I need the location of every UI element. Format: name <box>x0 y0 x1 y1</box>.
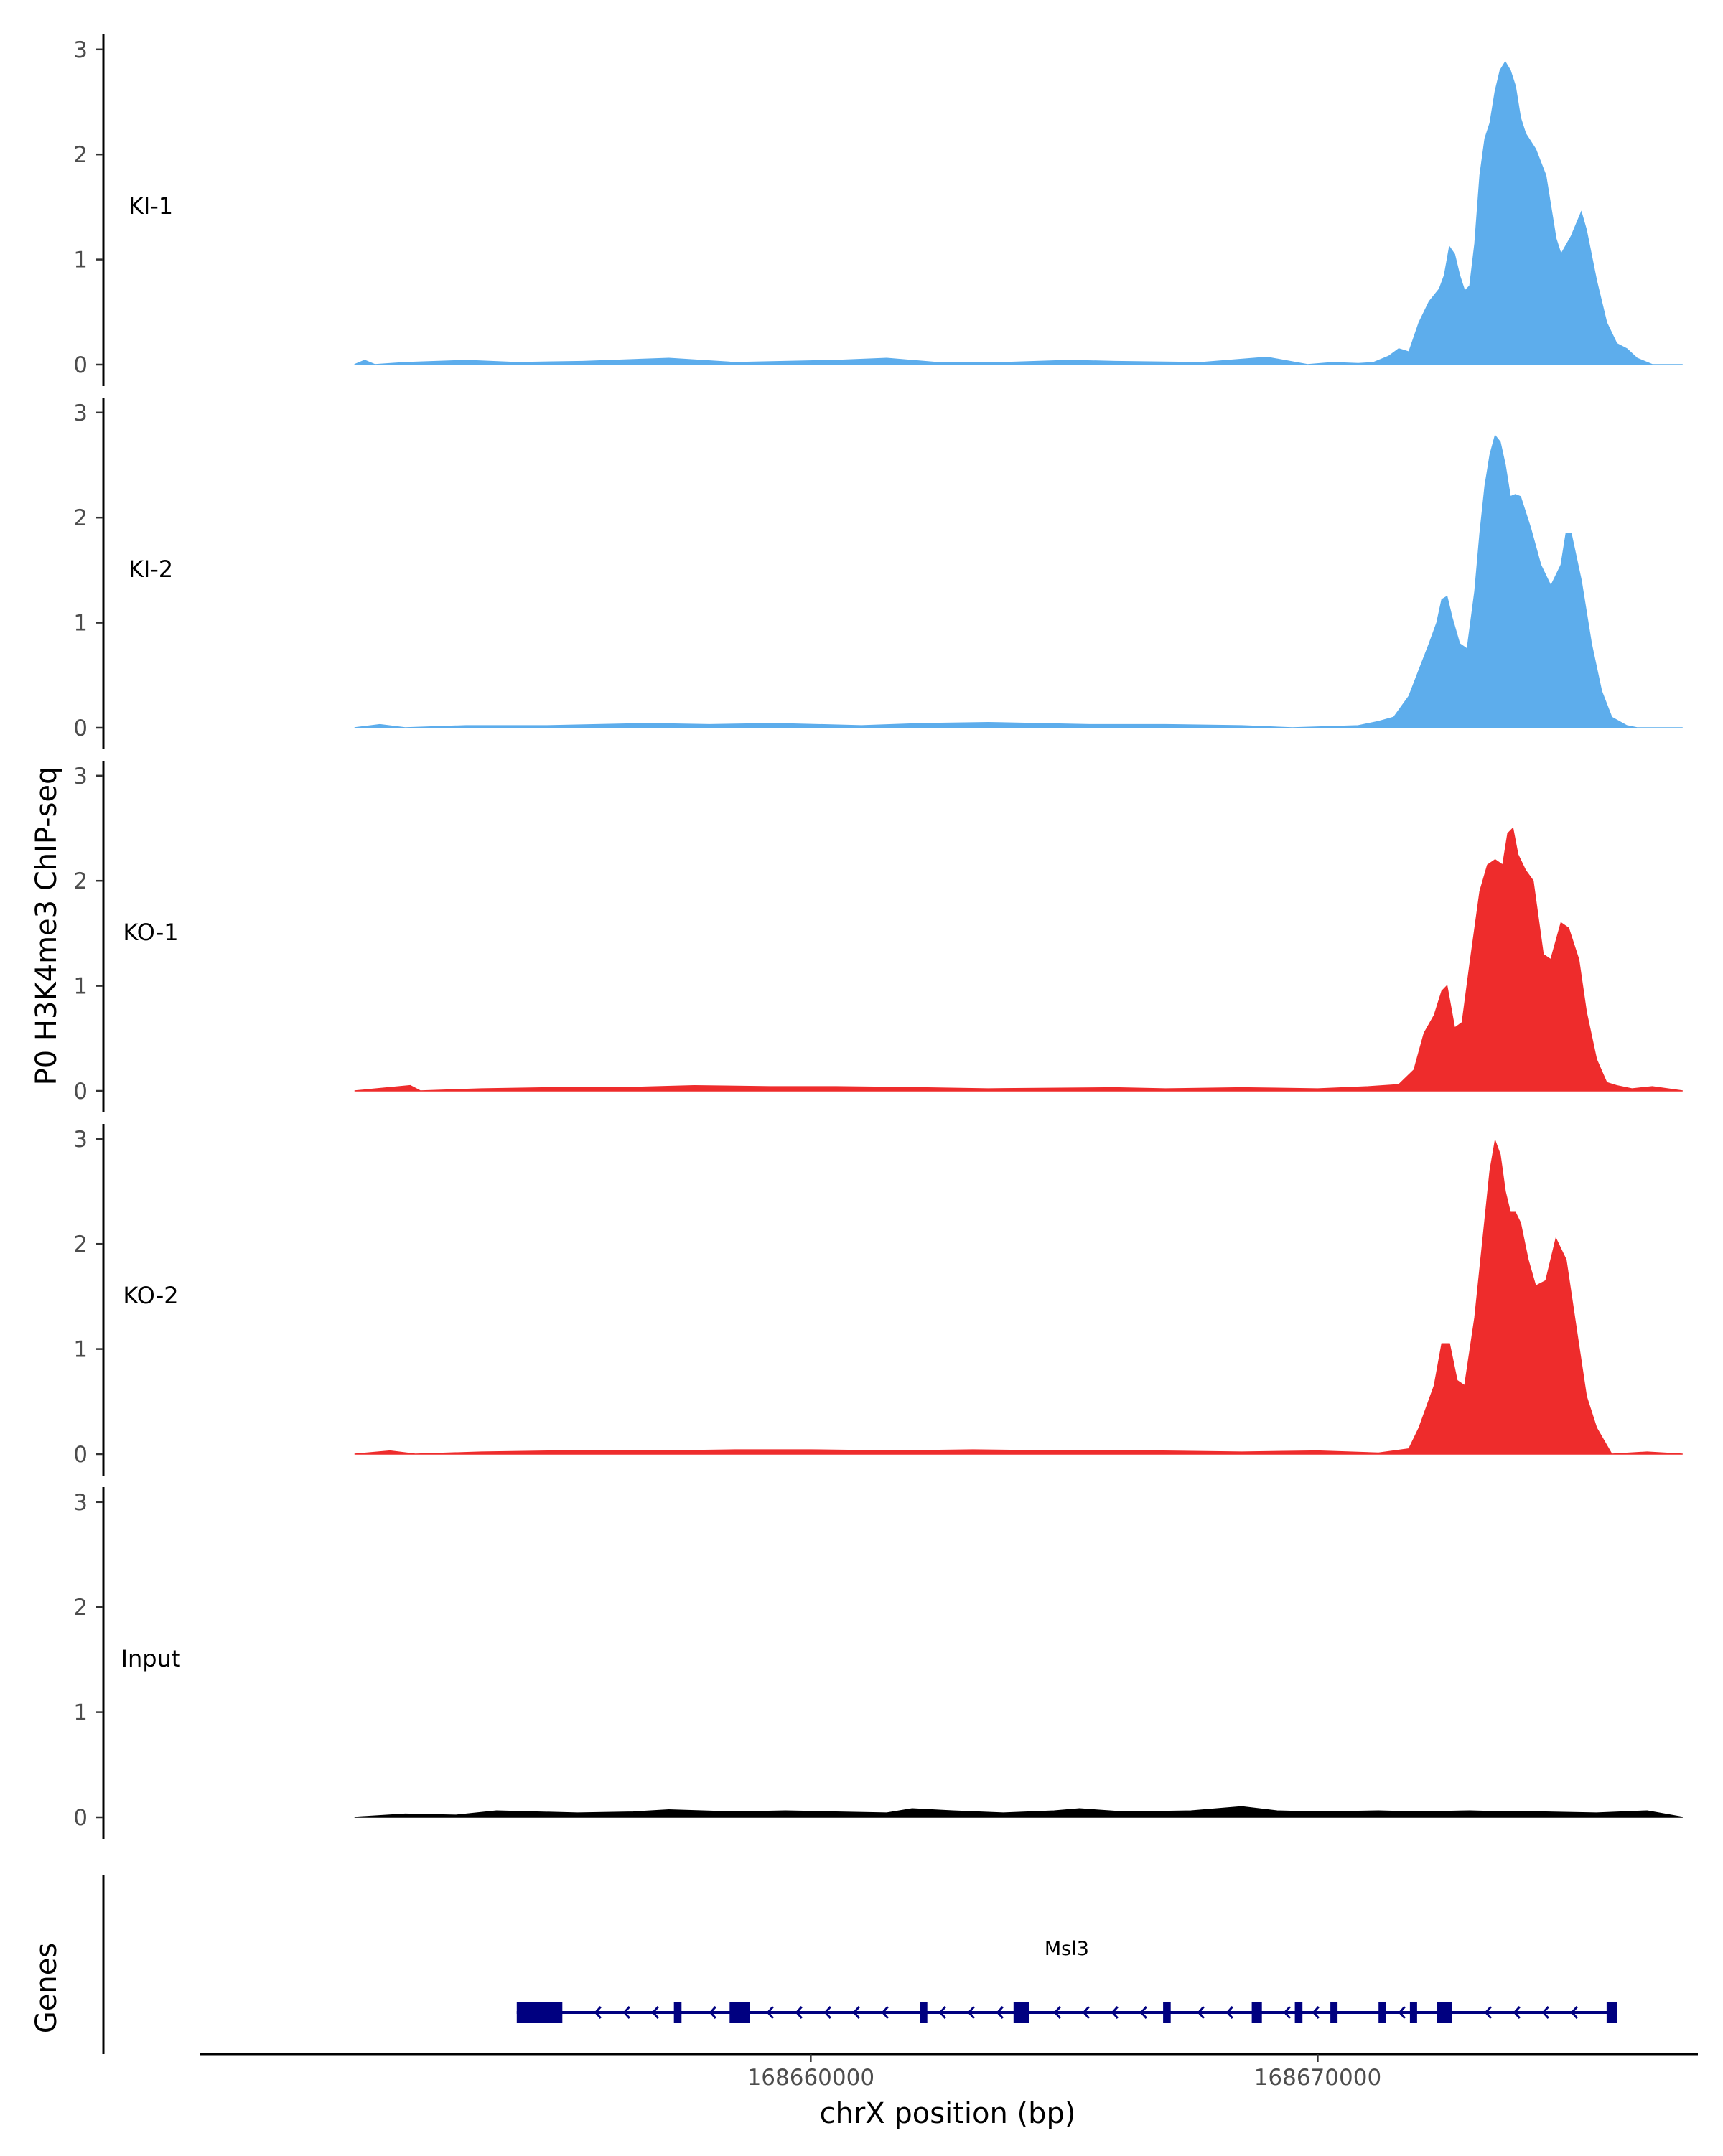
strand-arrow <box>766 2006 774 2019</box>
strand-arrow <box>852 2006 860 2019</box>
y-tick-label: 2 <box>73 142 88 168</box>
gene-exon <box>1251 2002 1262 2023</box>
x-tick-label: 168660000 <box>747 2065 875 2091</box>
strand-arrow <box>795 2006 803 2019</box>
strand-arrow <box>709 2006 716 2019</box>
strand-arrow <box>938 2006 946 2019</box>
gene-exon <box>1409 2002 1417 2023</box>
gene-exon <box>920 2002 928 2023</box>
track-ko-1: 0 1 2 3 KO-1 <box>73 761 1683 1112</box>
x-tick-label: 168670000 <box>1254 2065 1382 2091</box>
genes-panel-label: Genes <box>30 1943 63 2033</box>
y-tick-label: 3 <box>73 400 88 426</box>
gene-exon <box>1330 2002 1338 2023</box>
y-tick-label: 1 <box>73 248 88 273</box>
gene-exon <box>729 2002 750 2023</box>
y-tick-label: 0 <box>73 1442 88 1468</box>
coverage-area-ki-1 <box>354 60 1683 365</box>
strand-arrow <box>1111 2006 1119 2019</box>
strand-arrow <box>1225 2006 1233 2019</box>
gene-exon <box>673 2002 682 2023</box>
y-tick-label: 1 <box>73 1337 88 1363</box>
track-ko-2: 0 1 2 3 KO-2 <box>73 1124 1683 1476</box>
strand-arrow <box>1398 2006 1406 2019</box>
y-tick-label: 1 <box>73 611 88 637</box>
gene-exon <box>1437 2002 1452 2023</box>
y-tick-label: 3 <box>73 37 88 63</box>
gene-exon <box>1013 2002 1029 2023</box>
track-input: 0 1 2 3 Input <box>73 1487 1683 1839</box>
strand-arrow <box>1053 2006 1061 2019</box>
strand-arrow <box>651 2006 659 2019</box>
track-label: KI-1 <box>129 192 173 220</box>
strand-arrow <box>1513 2006 1521 2019</box>
gene-exon <box>1163 2002 1171 2023</box>
y-tick-label: 3 <box>73 1490 88 1516</box>
track-label: KO-1 <box>123 919 178 946</box>
gene-exon <box>1294 2002 1303 2023</box>
strand-arrow <box>881 2006 889 2019</box>
strand-arrow <box>967 2006 975 2019</box>
y-tick-label: 2 <box>73 1232 88 1257</box>
strand-arrow <box>1283 2006 1291 2019</box>
coverage-area-input <box>354 1806 1683 1818</box>
y-tick-label: 2 <box>73 1595 88 1621</box>
track-ki-2: 0 1 2 3 KI-2 <box>73 398 1683 749</box>
y-tick-label: 0 <box>73 1805 88 1831</box>
y-tick-label: 3 <box>73 764 88 789</box>
track-label: KO-2 <box>123 1282 178 1309</box>
strand-arrow <box>594 2006 602 2019</box>
track-label: KI-2 <box>129 556 173 583</box>
gene-exon <box>516 2002 563 2023</box>
gene-msl3: Msl3 <box>516 1938 1617 2023</box>
strand-arrow <box>823 2006 831 2019</box>
y-tick-label: 0 <box>73 716 88 741</box>
y-axis-label: P0 H3K4me3 ChIP-seq <box>30 767 63 1086</box>
y-tick-label: 1 <box>73 1700 88 1726</box>
strand-arrow <box>1312 2006 1320 2019</box>
y-tick-label: 0 <box>73 352 88 378</box>
strand-arrow <box>1139 2006 1147 2019</box>
gene-label: Msl3 <box>1045 1938 1089 1960</box>
strand-arrow <box>1082 2006 1090 2019</box>
gene-exon <box>1606 2002 1617 2023</box>
y-tick-label: 2 <box>73 505 88 531</box>
track-ki-1: 0 1 2 3 KI-1 <box>73 34 1683 386</box>
strand-arrow <box>1484 2006 1492 2019</box>
strand-arrow <box>1570 2006 1578 2019</box>
gene-exon <box>1378 2002 1386 2023</box>
coverage-area-ko-1 <box>354 827 1683 1092</box>
x-axis-label: chrX position (bp) <box>819 2097 1075 2130</box>
track-label: Input <box>121 1645 181 1672</box>
coverage-area-ki-2 <box>354 434 1683 728</box>
y-tick-label: 0 <box>73 1079 88 1105</box>
strand-arrow <box>1197 2006 1205 2019</box>
y-tick-label: 3 <box>73 1127 88 1153</box>
strand-arrow <box>1541 2006 1549 2019</box>
y-tick-label: 2 <box>73 868 88 894</box>
strand-arrow <box>996 2006 1004 2019</box>
y-tick-label: 1 <box>73 974 88 1000</box>
coverage-area-ko-2 <box>354 1138 1683 1455</box>
strand-arrow <box>622 2006 630 2019</box>
